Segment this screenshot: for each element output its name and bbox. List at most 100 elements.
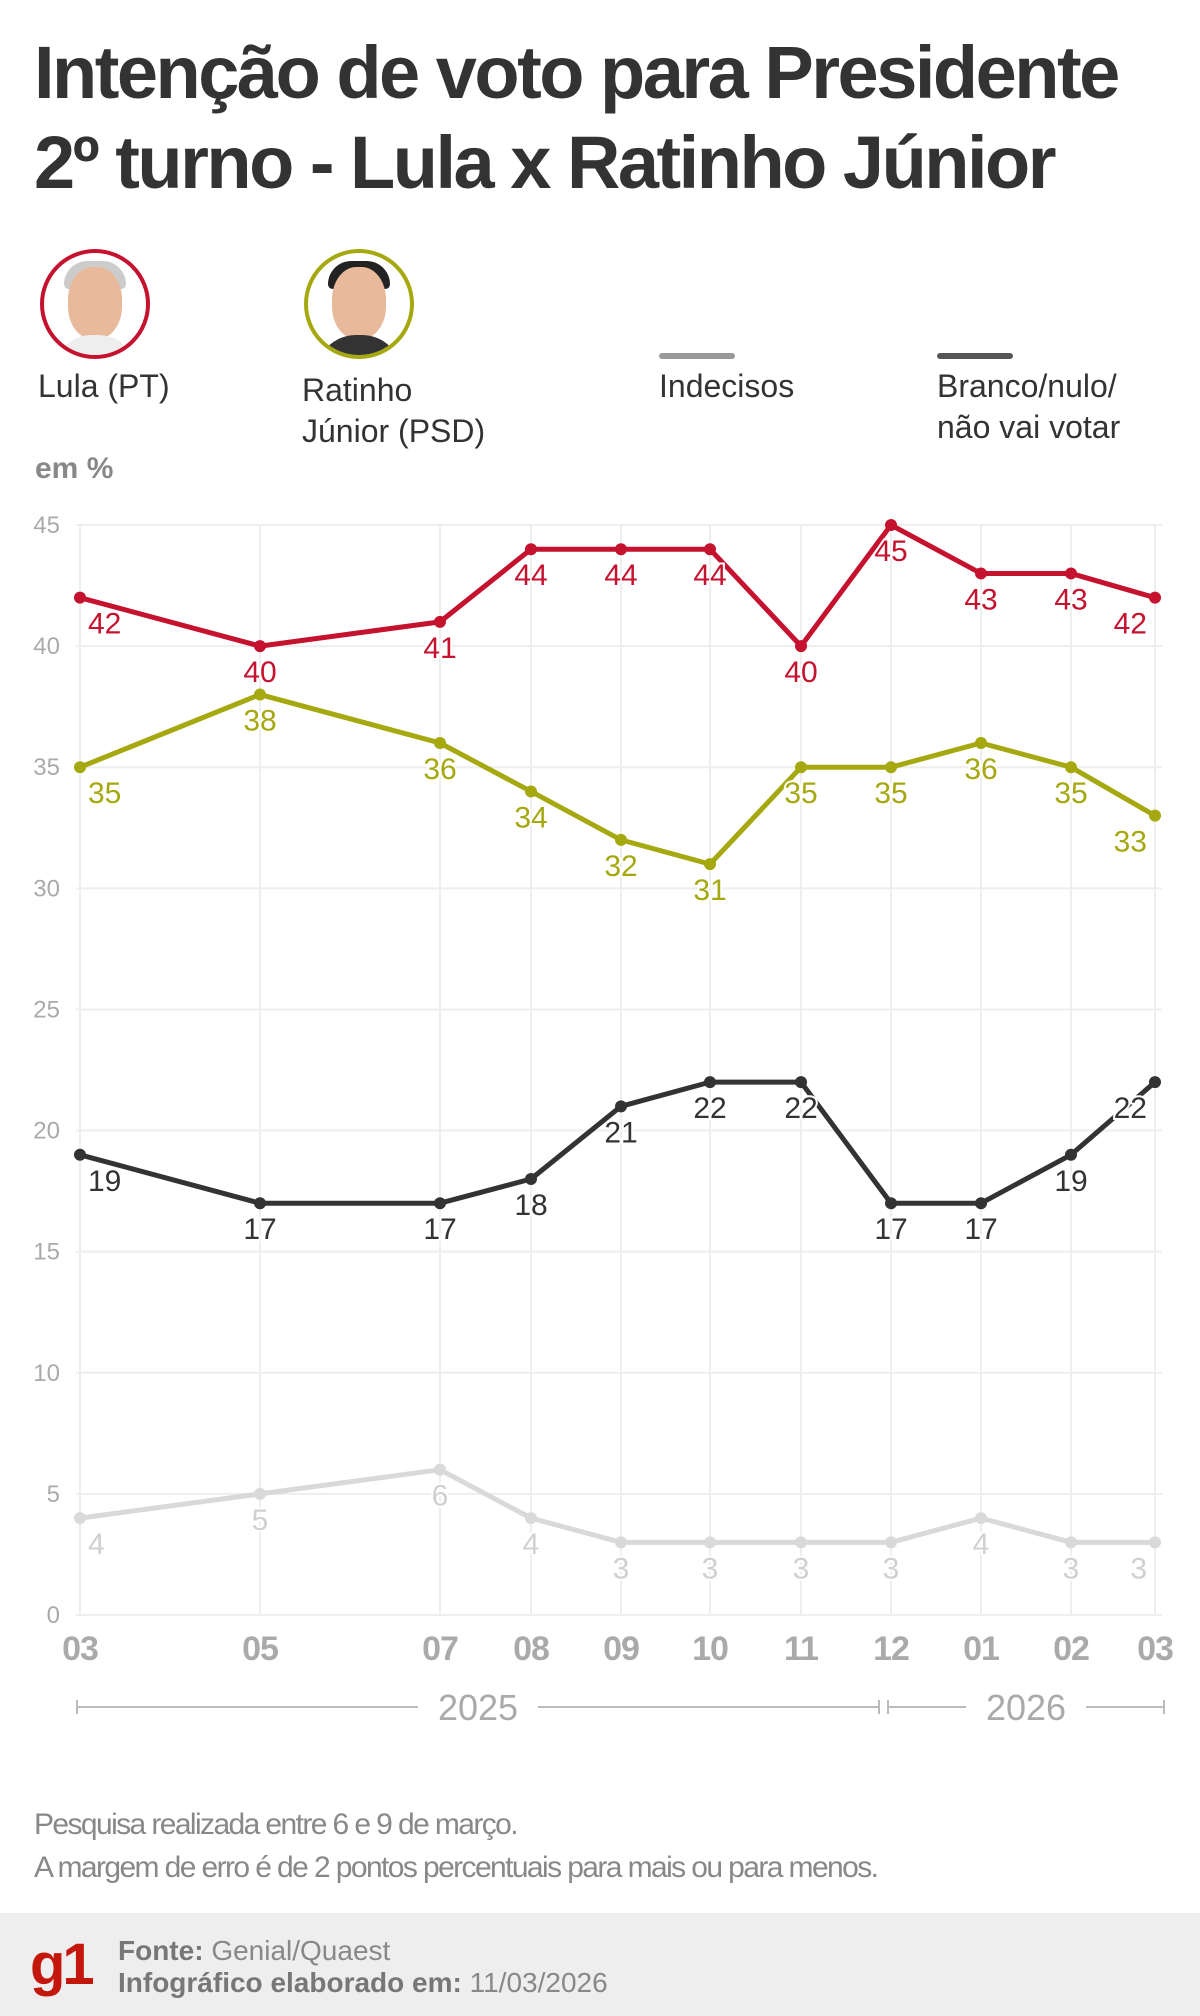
y-tick-label: 35	[33, 754, 60, 781]
data-point	[704, 858, 716, 871]
data-point	[704, 1536, 716, 1549]
data-point	[434, 737, 446, 749]
data-label: 18	[514, 1189, 547, 1222]
y-tick-label: 30	[33, 875, 60, 902]
data-point	[1149, 591, 1161, 604]
data-point	[434, 1463, 446, 1476]
data-point	[74, 1148, 86, 1161]
data-point	[885, 1536, 897, 1549]
x-tick-label: 07	[422, 1630, 458, 1668]
data-label: 35	[784, 777, 817, 810]
data-label: 3	[1130, 1552, 1147, 1585]
x-tick-label: 02	[1053, 1630, 1089, 1668]
title-line-2: 2º turno - Lula x Ratinho Júnior	[34, 121, 1057, 204]
source-value: Genial/Quaest	[211, 1935, 391, 1966]
data-point	[434, 615, 446, 628]
data-point	[975, 737, 987, 749]
data-label: 17	[874, 1213, 907, 1246]
data-label: 6	[432, 1480, 449, 1513]
data-point	[1065, 761, 1077, 774]
series-line	[79, 1467, 1155, 1545]
title-line-1: Intenção de voto para Presidente	[34, 31, 1120, 114]
data-point	[1149, 809, 1161, 822]
data-label: 38	[243, 705, 276, 738]
data-label: 32	[604, 850, 637, 883]
data-point	[615, 1536, 627, 1549]
data-point	[975, 1512, 987, 1525]
y-tick-label: 40	[33, 633, 60, 660]
data-label: 43	[1054, 583, 1087, 616]
data-label: 44	[693, 559, 726, 592]
data-point	[254, 688, 266, 701]
data-label: 35	[874, 777, 907, 810]
x-tick-label: 03	[1137, 1630, 1173, 1668]
data-point	[1149, 1536, 1161, 1549]
data-label: 19	[88, 1165, 121, 1198]
made-line: Infográfico elaborado em: 11/03/2026	[118, 1967, 608, 1999]
data-label: 42	[1114, 608, 1147, 641]
data-label: 36	[423, 753, 456, 786]
data-label: 21	[604, 1116, 637, 1149]
data-point	[704, 1076, 716, 1089]
data-point	[525, 1173, 537, 1185]
note-line-2: A margem de erro é de 2 pontos percentua…	[34, 1851, 879, 1884]
data-label: 3	[883, 1552, 900, 1585]
footer: g1 Fonte: Genial/Quaest Infográfico elab…	[0, 1913, 1200, 2016]
data-point	[795, 640, 807, 653]
data-point	[74, 761, 86, 774]
x-tick-label: 01	[963, 1630, 999, 1668]
legend-ratinho-line2: Júnior (PSD)	[302, 413, 486, 449]
data-point	[615, 1100, 627, 1113]
data-label: 3	[613, 1552, 630, 1585]
data-point	[1149, 1076, 1161, 1089]
data-label: 17	[243, 1213, 276, 1246]
data-point	[254, 640, 266, 653]
x-tick-label: 12	[873, 1630, 909, 1668]
legend-branco-line1: Branco/nulo/	[937, 368, 1117, 404]
lula-avatar	[40, 249, 150, 359]
legend-branco-line2: não vai votar	[937, 409, 1121, 445]
data-label: 4	[88, 1528, 105, 1561]
data-point	[704, 543, 716, 556]
data-label: 44	[604, 559, 637, 592]
data-label: 3	[793, 1552, 810, 1585]
data-point	[975, 1197, 987, 1210]
year-2026-label: 2026	[986, 1687, 1066, 1728]
data-point	[885, 761, 897, 774]
g1-logo: g1	[30, 1932, 95, 1997]
note-line-1: Pesquisa realizada entre 6 e 9 de março.	[34, 1808, 519, 1841]
x-tick-label: 10	[692, 1630, 728, 1668]
data-point	[74, 591, 86, 604]
y-tick-label: 15	[33, 1239, 60, 1266]
data-label: 22	[784, 1092, 817, 1125]
data-label: 4	[973, 1528, 990, 1561]
legend-ratinho-line1: Ratinho	[302, 372, 413, 408]
data-label: 35	[88, 777, 121, 810]
data-label: 45	[874, 535, 907, 568]
data-point	[434, 1197, 446, 1210]
data-point	[254, 1487, 266, 1500]
x-tick-label: 03	[62, 1630, 98, 1668]
data-point	[795, 1536, 807, 1549]
data-point	[1065, 1148, 1077, 1161]
y-tick-label: 25	[33, 996, 60, 1023]
data-label: 33	[1114, 826, 1147, 859]
made-label: Infográfico elaborado em:	[118, 1967, 462, 1998]
source-line: Fonte: Genial/Quaest	[118, 1935, 390, 1967]
data-label: 22	[1114, 1092, 1147, 1125]
x-tick-label: 11	[784, 1630, 818, 1668]
legend-indecisos: Indecisos	[659, 368, 795, 404]
y-tick-label: 10	[33, 1360, 60, 1387]
x-tick-label: 09	[603, 1630, 639, 1668]
data-point	[74, 1512, 86, 1525]
data-label: 17	[423, 1213, 456, 1246]
data-label: 3	[1063, 1552, 1080, 1585]
y-tick-label: 5	[47, 1481, 60, 1508]
data-label: 4	[523, 1528, 540, 1561]
data-label: 31	[693, 874, 726, 907]
data-point	[795, 1076, 807, 1089]
legend-branco: Branco/nulo/ não vai votar	[937, 366, 1120, 448]
data-point	[885, 1197, 897, 1210]
data-point	[615, 833, 627, 846]
year-2025-label: 2025	[438, 1687, 518, 1728]
